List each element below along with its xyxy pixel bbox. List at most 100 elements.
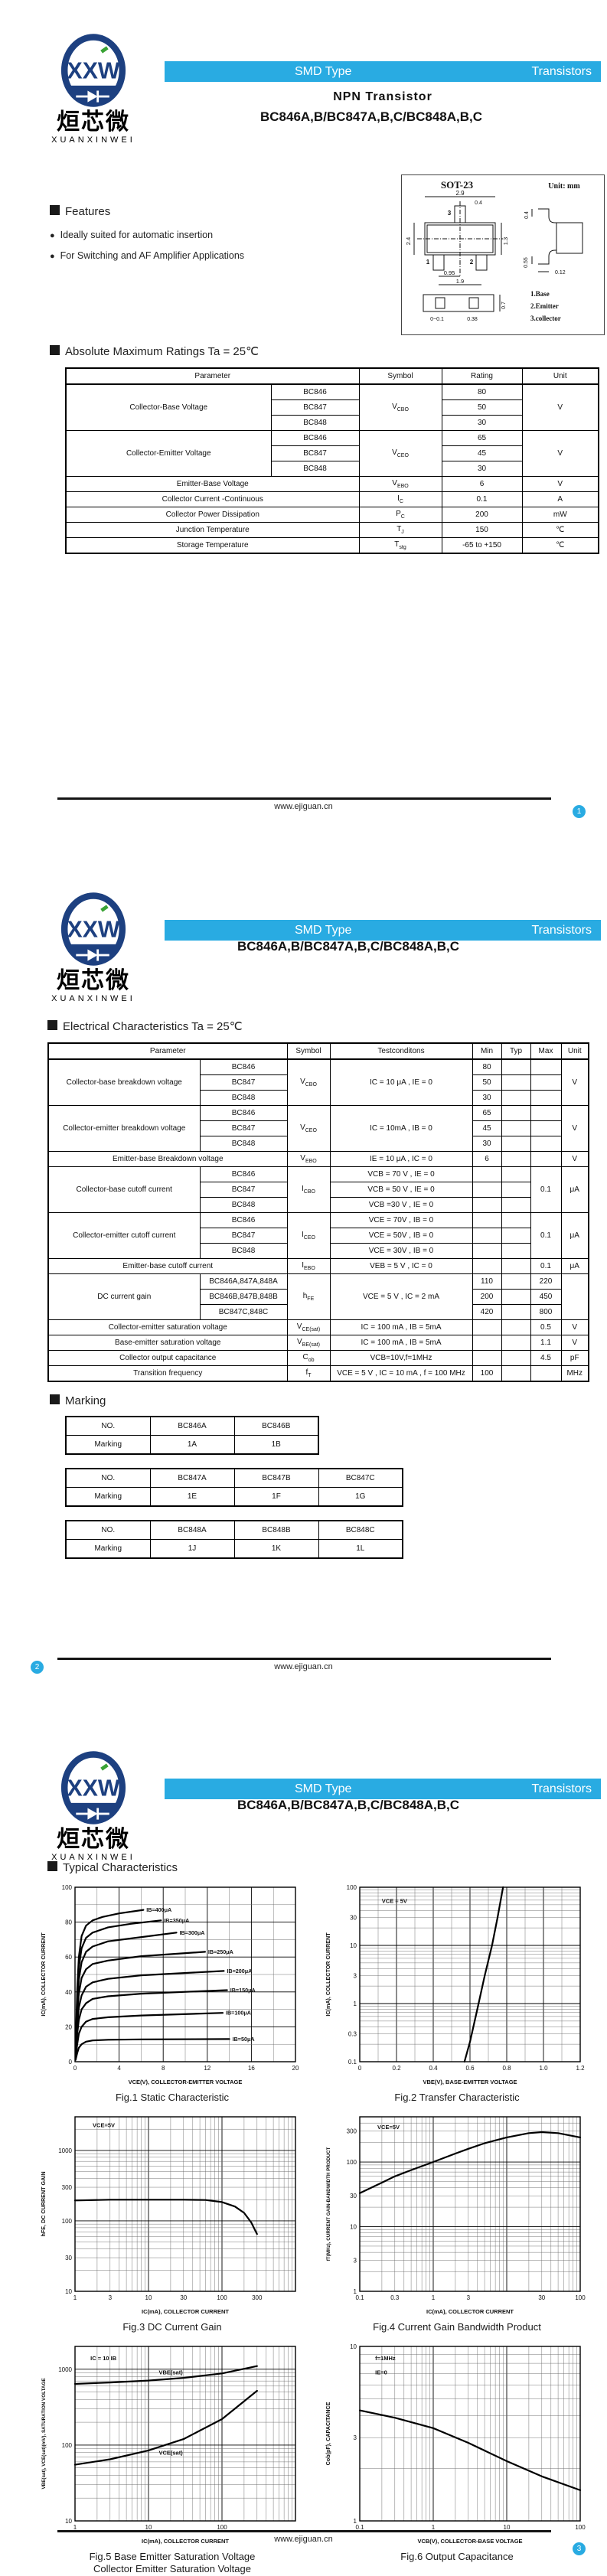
device-cell: BC847 [199, 1228, 288, 1244]
col-header-parameter: Parameter [65, 367, 360, 385]
marking-heading: Marking [50, 1394, 106, 1407]
chart-text: 300 [252, 2294, 263, 2301]
chart-text: 8 [162, 2065, 165, 2072]
marking-code-cell: 1G [318, 1487, 403, 1507]
header-bar: SMD Type Transistors [165, 61, 601, 82]
min-cell: 30 [472, 1136, 502, 1152]
series-curve [74, 2038, 230, 2061]
parameter-cell: Collector output capacitance [47, 1350, 288, 1366]
section-square-icon [47, 1861, 57, 1871]
condition-cell: IC = 10 μA , IE = 0 [329, 1058, 473, 1106]
marking-no-cell: BC847C [318, 1468, 403, 1488]
table-row: BC847 45 [66, 445, 599, 461]
chart-text: 40 [65, 1989, 72, 1996]
condition-cell: VCB = 70 V , IE = 0 [329, 1166, 473, 1182]
features-heading: Features [50, 205, 110, 218]
chart-text: IC(mA), COLLECTOR CURRENT [142, 2538, 229, 2545]
unit-cell: V [560, 1058, 589, 1106]
series-curve [73, 2389, 258, 2466]
chart-text: f=1MHz [375, 2355, 396, 2362]
min-cell [472, 1319, 502, 1335]
chart-text: 20 [292, 2065, 299, 2072]
series-label: IB=150μA [230, 1987, 256, 1994]
max-cell: 0.1 [530, 1212, 562, 1259]
table-row: DC current gain BC846A,847A,848A hFE VCE = … [47, 1273, 589, 1320]
col-header-unit: Unit [560, 1042, 589, 1060]
footer-url[interactable]: www.ejiguan.cn [274, 802, 333, 811]
col-header-rating: Rating [441, 367, 523, 385]
section-square-icon [50, 345, 60, 355]
marking-no-cell: BC848A [149, 1520, 235, 1540]
col-header-testconditions: Testconditons [329, 1042, 473, 1060]
marking-no-cell: NO. [65, 1468, 151, 1488]
symbol-sub: CE(sat) [302, 1327, 321, 1332]
unit-cell [560, 1273, 589, 1320]
parameter-cell: Collector-Base Voltage [65, 383, 272, 431]
chart-text: 1.2 [576, 2065, 585, 2072]
min-cell [472, 1335, 502, 1351]
part-number-title: BC846A,B/BC847A,B,C/BC848A,B,C [259, 109, 483, 124]
chart-series [463, 1886, 504, 2063]
chart-text: 1 [426, 259, 430, 266]
min-cell [472, 1243, 502, 1259]
table-row: Collector Current -Continuous IC 0.1 A [65, 491, 599, 507]
header-bar-left-label: SMD Type [295, 924, 352, 937]
min-cell: 6 [472, 1151, 502, 1167]
chart-series [358, 2131, 582, 2194]
rating-cell: 45 [441, 445, 523, 461]
header-bar: SMD Type Transistors [165, 1779, 601, 1799]
max-cell [530, 1090, 562, 1106]
typ-cell [501, 1074, 531, 1091]
unit-cell: V [521, 430, 599, 477]
brand-name-en: XUANXINWEI [51, 1853, 135, 1862]
marking-table: NO. BC846A BC846B Marking 1A 1B [65, 1416, 319, 1455]
table-row: Marking 1J 1K 1L [65, 1539, 403, 1559]
col-header-min: Min [472, 1042, 502, 1060]
condition-cell: VCE = 30V , IB = 0 [329, 1243, 473, 1259]
brand-logo-icon: XXW [60, 1751, 126, 1824]
footer-url[interactable]: www.ejiguan.cn [274, 1662, 333, 1671]
symbol-cell: VBE(sat) [286, 1335, 331, 1351]
fig2-transfer-characteristic: 0 0.2 0.4 0.6 0.8 1.0 1.2 0.1 0.3 1 3 10 30 100 VBE(V)… [321, 1880, 592, 2104]
chart-text: 100 [217, 2294, 227, 2301]
device-cell: BC846 [270, 430, 360, 446]
page-3: XXW 烜芯微 XUANXINWEI SMD Type Transistors … [0, 1717, 607, 2576]
series-curve [74, 1932, 178, 2054]
symbol-base: C [302, 1353, 308, 1361]
brand-name-en: XUANXINWEI [51, 135, 135, 145]
unit-cell: V [560, 1105, 589, 1152]
chart-text: 20 [65, 2023, 72, 2030]
fig6-output-capacitance: 0.1 1 10 100 1 3 10 VCB(V), COLLECTOR-BASE VOLT… [321, 2339, 592, 2563]
symbol-base: V [392, 403, 397, 411]
table-row: Collector-base cutoff current BC846 ICBO VC… [47, 1166, 589, 1213]
chart-text: 1.Base [530, 290, 550, 298]
device-cell: BC847 [270, 399, 360, 416]
grid [359, 2346, 581, 2522]
chart-text: 300 [62, 2184, 73, 2191]
brand-logo-text: XXW [67, 1775, 120, 1801]
series-curve [74, 1970, 225, 2058]
rating-cell: 200 [441, 507, 523, 523]
typ-cell [501, 1166, 531, 1182]
rating-cell: 6 [441, 476, 523, 492]
page-number-badge: 2 [31, 1661, 44, 1674]
brand-logo: XXW 烜芯微 XUANXINWEI [40, 1748, 147, 1862]
table-row: Marking 1A 1B [65, 1435, 319, 1455]
col-header-unit: Unit [521, 367, 599, 385]
footer-rule [57, 797, 551, 800]
chart-text: 80 [65, 1919, 72, 1926]
brand-logo-text: XXW [67, 917, 120, 942]
symbol-sub: CBO [303, 1189, 315, 1195]
page-2: XXW 烜芯微 XUANXINWEI SMD Type Transistors … [0, 859, 607, 1717]
rating-cell: 30 [441, 415, 523, 431]
table-row: BC847 VCE = 50V , IB = 0 [48, 1228, 589, 1244]
chart-text: VBE(sat), VCE(sat)(mV), SATURATION VOLTA… [41, 2378, 47, 2489]
marking-code-cell: 1F [233, 1487, 319, 1507]
grid [74, 2116, 296, 2292]
rating-cell: 80 [441, 383, 523, 400]
max-cell: 0.1 [530, 1166, 562, 1213]
condition-cell: VEB = 5 V , IC = 0 [329, 1258, 473, 1274]
marking-table: NO. BC848A BC848B BC848C Marking 1J 1K 1L [65, 1520, 403, 1559]
footer-url[interactable]: www.ejiguan.cn [274, 2535, 333, 2544]
